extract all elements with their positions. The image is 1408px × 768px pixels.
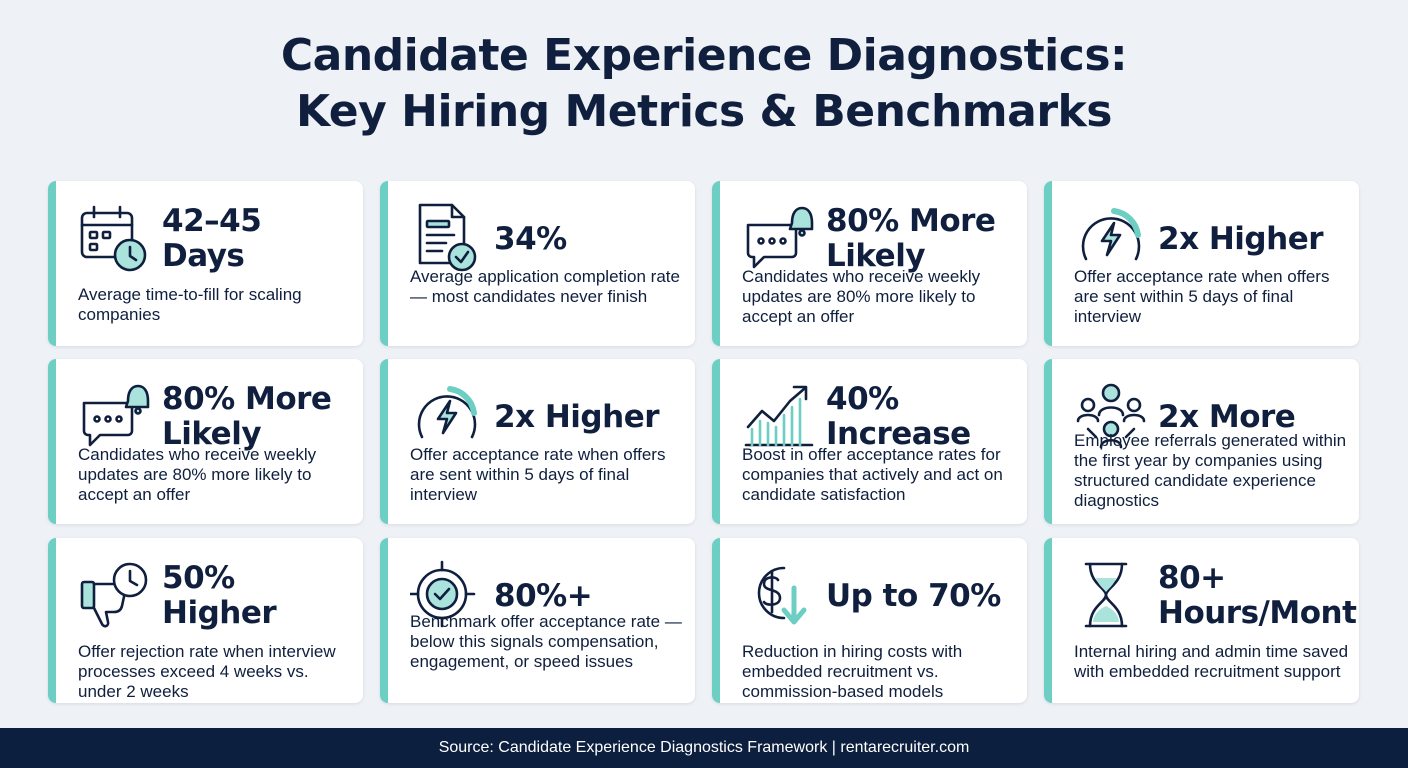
growth-chart-icon bbox=[742, 379, 816, 453]
metric-card-rejection-rate: 50% Higher Offer rejection rate when int… bbox=[48, 538, 363, 703]
metric-description: Average application completion rate — mo… bbox=[410, 267, 680, 306]
people-network-icon bbox=[1074, 379, 1148, 453]
metric-description: Candidates who receive weekly updates ar… bbox=[742, 267, 981, 326]
metric-value: 80% More Likely bbox=[162, 381, 332, 452]
document-check-icon bbox=[410, 201, 484, 275]
metric-value: 2x Higher bbox=[494, 398, 660, 435]
metric-value: 40% Increase bbox=[826, 381, 971, 452]
metric-description: Offer acceptance rate when offers are se… bbox=[1074, 267, 1330, 326]
metric-card-referrals: 2x More Employee referrals generated wit… bbox=[1044, 359, 1359, 524]
thumbs-down-clock-icon bbox=[78, 558, 152, 632]
metric-value: 50% Higher bbox=[162, 560, 277, 631]
metric-description: Reduction in hiring costs with embedded … bbox=[742, 642, 963, 701]
metric-description: Offer rejection rate when interview proc… bbox=[78, 642, 336, 701]
metric-card-benchmark: 80%+ Benchmark offer acceptance rate — b… bbox=[380, 538, 695, 703]
metric-value: 80%+ bbox=[494, 577, 593, 614]
metric-description: Candidates who receive weekly updates ar… bbox=[78, 445, 317, 504]
target-check-icon bbox=[410, 558, 484, 632]
calendar-clock-icon bbox=[78, 201, 152, 275]
title-line-2: Key Hiring Metrics & Benchmarks bbox=[295, 86, 1113, 137]
chat-bell-icon bbox=[78, 379, 152, 453]
metric-card-weekly-updates: 80% More Likely Candidates who receive w… bbox=[712, 181, 1027, 346]
metric-value: 2x Higher bbox=[1158, 220, 1324, 257]
page-title: Candidate Experience Diagnostics: Key Hi… bbox=[0, 28, 1408, 140]
title-line-1: Candidate Experience Diagnostics: bbox=[280, 30, 1128, 81]
metric-card-weekly-updates-2: 80% More Likely Candidates who receive w… bbox=[48, 359, 363, 524]
chat-bell-icon bbox=[742, 201, 816, 275]
metric-card-cost-reduction: Up to 70% Reduction in hiring costs with… bbox=[712, 538, 1027, 703]
metric-card-hours-saved: 80+ Hours/Month Internal hiring and admi… bbox=[1044, 538, 1359, 703]
metric-value: 2x More bbox=[1158, 398, 1296, 435]
metric-card-acceptance-increase: 40% Increase Boost in offer acceptance r… bbox=[712, 359, 1027, 524]
metric-value: 80+ Hours/Month bbox=[1158, 560, 1359, 631]
metric-description: Employee referrals generated within the … bbox=[1074, 431, 1347, 510]
metric-description: Benchmark offer acceptance rate — below … bbox=[410, 612, 682, 671]
metric-card-fast-offers: 2x Higher Offer acceptance rate when off… bbox=[1044, 181, 1359, 346]
hourglass-icon bbox=[1074, 558, 1148, 632]
metric-description: Offer acceptance rate when offers are se… bbox=[410, 445, 666, 504]
speed-gauge-icon bbox=[1074, 201, 1148, 275]
metric-card-fast-offers-2: 2x Higher Offer acceptance rate when off… bbox=[380, 359, 695, 524]
source-footer: Source: Candidate Experience Diagnostics… bbox=[0, 728, 1408, 768]
metric-value: 42–45 Days bbox=[162, 203, 262, 274]
metric-value: 80% More Likely bbox=[826, 203, 996, 274]
metric-description: Average time-to-fill for scaling compani… bbox=[78, 285, 302, 324]
speed-gauge-icon bbox=[410, 379, 484, 453]
metric-description: Boost in offer acceptance rates for comp… bbox=[742, 445, 1003, 504]
metric-value: Up to 70% bbox=[826, 577, 1001, 614]
metric-card-completion-rate: 34% Average application completion rate … bbox=[380, 181, 695, 346]
metric-value: 34% bbox=[494, 220, 567, 257]
metric-card-time-to-fill: 42–45 Days Average time-to-fill for scal… bbox=[48, 181, 363, 346]
metrics-grid: 42–45 Days Average time-to-fill for scal… bbox=[48, 181, 1360, 703]
metric-description: Internal hiring and admin time saved wit… bbox=[1074, 642, 1349, 681]
dollar-down-icon bbox=[742, 558, 816, 632]
